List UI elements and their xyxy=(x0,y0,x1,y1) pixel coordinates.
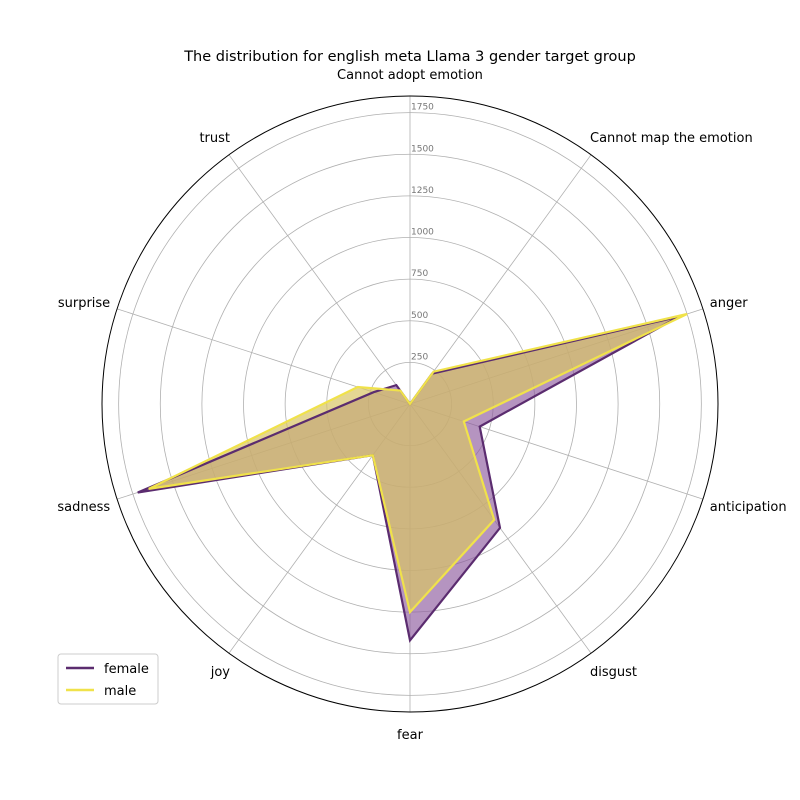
legend: female male xyxy=(57,653,159,705)
series-line-male xyxy=(148,312,688,615)
tick-label: 250 xyxy=(411,352,428,362)
chart-title: The distribution for english meta Llama … xyxy=(183,49,636,65)
legend-label-male: male xyxy=(104,684,136,699)
category-label: Cannot adopt emotion xyxy=(337,68,483,83)
category-label: surprise xyxy=(58,296,110,311)
category-label: Cannot map the emotion xyxy=(590,131,753,146)
legend-label-female: female xyxy=(104,662,149,677)
category-label: joy xyxy=(210,665,231,680)
category-label: anticipation xyxy=(710,500,787,515)
grid-spoke-9 xyxy=(228,154,411,405)
category-label: disgust xyxy=(590,665,637,680)
series-layer xyxy=(137,312,688,643)
category-labels: Cannot adopt emotion Cannot map the emoti… xyxy=(57,68,786,743)
category-label: fear xyxy=(397,728,424,743)
tick-label: 1000 xyxy=(411,228,434,238)
series-area-male xyxy=(148,314,688,613)
category-label: anger xyxy=(710,296,748,311)
tick-label: 1250 xyxy=(411,186,434,196)
grid-spoke-1 xyxy=(409,154,592,405)
tick-label: 1500 xyxy=(411,144,434,154)
outer-ring xyxy=(101,95,719,713)
category-label: trust xyxy=(199,131,230,146)
tick-label: 750 xyxy=(411,269,428,279)
legend-box xyxy=(57,653,159,705)
tick-label: 500 xyxy=(411,311,428,321)
category-label: sadness xyxy=(57,500,110,515)
tick-label: 1750 xyxy=(411,103,434,113)
radial-ticks: 250 500 750 1000 1250 1500 1750 xyxy=(411,103,434,363)
